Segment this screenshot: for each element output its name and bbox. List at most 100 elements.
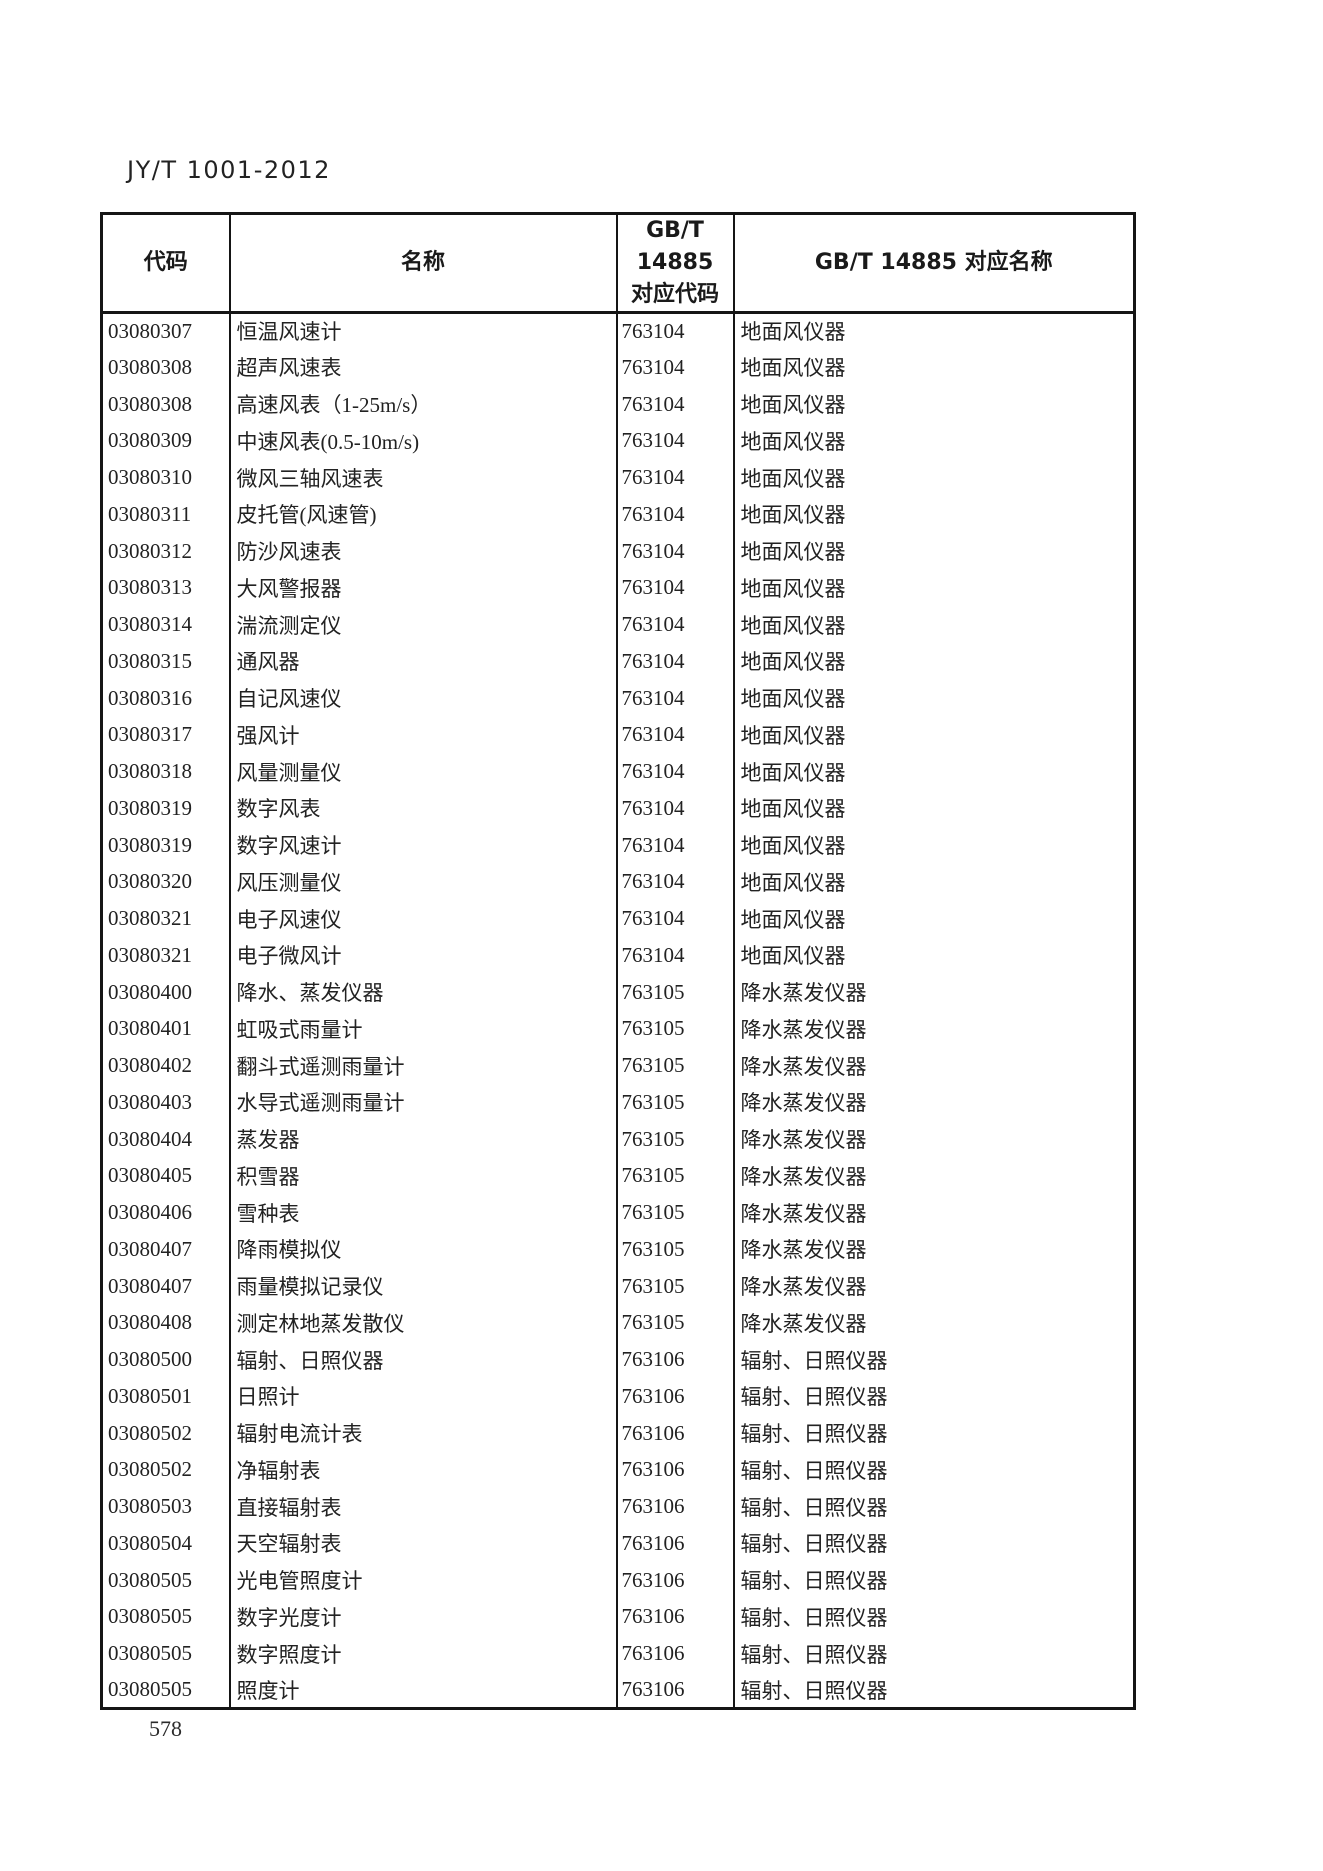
item-code-cell: 03080319 — [100, 789, 231, 827]
header-name: 名称 — [228, 213, 618, 314]
table-row: 03080321 电子风速仪 763104 地面风仪器 — [100, 900, 1136, 937]
item-name-cell: 天空辐射表 — [228, 1524, 618, 1562]
gb-name-cell: 地面风仪器 — [732, 532, 1136, 570]
item-name-cell: 强风计 — [228, 716, 618, 754]
header-gb-code-line2: 对应代码 — [630, 281, 719, 307]
item-name-cell: 湍流测定仪 — [228, 606, 618, 643]
table-row: 03080505 照度计 763106 辐射、日照仪器 — [100, 1671, 1136, 1709]
gb-code-cell: 763104 — [615, 495, 735, 533]
gb-name-cell: 降水蒸发仪器 — [732, 1010, 1136, 1048]
gb-name-cell: 地面风仪器 — [732, 312, 1136, 349]
item-name-cell: 数字光度计 — [228, 1598, 618, 1636]
gb-code-cell: 763104 — [615, 642, 735, 680]
gb-name-cell: 地面风仪器 — [732, 753, 1136, 790]
item-name-cell: 雨量模拟记录仪 — [228, 1267, 618, 1305]
table-row: 03080317 强风计 763104 地面风仪器 — [100, 716, 1136, 754]
table-row: 03080307 恒温风速计 763104 地面风仪器 — [100, 312, 1136, 349]
table-row: 03080310 微风三轴风速表 763104 地面风仪器 — [100, 459, 1136, 496]
item-name-cell: 积雪器 — [228, 1157, 618, 1195]
gb-name-cell: 地面风仪器 — [732, 826, 1136, 864]
item-name-cell: 辐射电流计表 — [228, 1414, 618, 1452]
item-code-cell: 03080316 — [100, 679, 231, 717]
item-code-cell: 03080500 — [100, 1341, 231, 1378]
item-name-cell: 风量测量仪 — [228, 753, 618, 790]
item-code-cell: 03080407 — [100, 1267, 231, 1305]
header-code: 代码 — [100, 213, 231, 314]
item-name-cell: 防沙风速表 — [228, 532, 618, 570]
item-name-cell: 降水、蒸发仪器 — [228, 973, 618, 1011]
item-code-cell: 03080320 — [100, 863, 231, 901]
gb-name-cell: 降水蒸发仪器 — [732, 1120, 1136, 1158]
item-code-cell: 03080402 — [100, 1047, 231, 1084]
table-row: 03080400 降水、蒸发仪器 763105 降水蒸发仪器 — [100, 973, 1136, 1011]
item-code-cell: 03080502 — [100, 1414, 231, 1452]
gb-name-cell: 地面风仪器 — [732, 863, 1136, 901]
gb-name-cell: 地面风仪器 — [732, 459, 1136, 496]
item-code-cell: 03080314 — [100, 606, 231, 643]
table-row: 03080321 电子微风计 763104 地面风仪器 — [100, 936, 1136, 974]
table-row: 03080502 净辐射表 763106 辐射、日照仪器 — [100, 1451, 1136, 1489]
item-code-cell: 03080313 — [100, 569, 231, 607]
gb-name-cell: 地面风仪器 — [732, 606, 1136, 643]
item-name-cell: 风压测量仪 — [228, 863, 618, 901]
item-name-cell: 雪种表 — [228, 1194, 618, 1231]
gb-code-cell: 763104 — [615, 753, 735, 790]
item-name-cell: 直接辐射表 — [228, 1488, 618, 1525]
gb-name-cell: 地面风仪器 — [732, 936, 1136, 974]
table-row: 03080315 通风器 763104 地面风仪器 — [100, 642, 1136, 680]
table-row: 03080319 数字风速计 763104 地面风仪器 — [100, 826, 1136, 864]
gb-name-cell: 降水蒸发仪器 — [732, 1230, 1136, 1268]
table-row: 03080505 数字照度计 763106 辐射、日照仪器 — [100, 1635, 1136, 1672]
gb-code-cell: 763106 — [615, 1524, 735, 1562]
gb-code-cell: 763105 — [615, 1194, 735, 1231]
gb-code-cell: 763104 — [615, 679, 735, 717]
page-number: 578 — [149, 1716, 182, 1741]
item-code-cell: 03080318 — [100, 753, 231, 790]
gb-code-cell: 763105 — [615, 1267, 735, 1305]
item-code-cell: 03080503 — [100, 1488, 231, 1525]
gb-code-cell: 763105 — [615, 1010, 735, 1048]
gb-name-cell: 辐射、日照仪器 — [732, 1377, 1136, 1415]
item-name-cell: 超声风速表 — [228, 348, 618, 386]
table-row: 03080318 风量测量仪 763104 地面风仪器 — [100, 753, 1136, 790]
item-code-cell: 03080401 — [100, 1010, 231, 1048]
gb-code-cell: 763106 — [615, 1341, 735, 1378]
gb-name-cell: 降水蒸发仪器 — [732, 1083, 1136, 1121]
item-name-cell: 照度计 — [228, 1671, 618, 1709]
gb-code-cell: 763105 — [615, 1304, 735, 1342]
item-code-cell: 03080405 — [100, 1157, 231, 1195]
item-name-cell: 数字风表 — [228, 789, 618, 827]
header-gb-code: GB/T 14885 对应代码 — [615, 213, 735, 314]
item-name-cell: 数字风速计 — [228, 826, 618, 864]
table-row: 03080500 辐射、日照仪器 763106 辐射、日照仪器 — [100, 1341, 1136, 1378]
gb-code-cell: 763104 — [615, 863, 735, 901]
table-row: 03080320 风压测量仪 763104 地面风仪器 — [100, 863, 1136, 901]
table-row: 03080407 降雨模拟仪 763105 降水蒸发仪器 — [100, 1230, 1136, 1268]
gb-name-cell: 辐射、日照仪器 — [732, 1341, 1136, 1378]
item-code-cell: 03080502 — [100, 1451, 231, 1489]
header-gb-code-line1: GB/T 14885 — [636, 218, 714, 275]
table-row: 03080309 中速风表(0.5-10m/s) 763104 地面风仪器 — [100, 422, 1136, 460]
item-name-cell: 日照计 — [228, 1377, 618, 1415]
gb-code-cell: 763105 — [615, 973, 735, 1011]
item-name-cell: 翻斗式遥测雨量计 — [228, 1047, 618, 1084]
item-code-cell: 03080403 — [100, 1083, 231, 1121]
gb-code-cell: 763105 — [615, 1230, 735, 1268]
table-row: 03080311 皮托管(风速管) 763104 地面风仪器 — [100, 495, 1136, 533]
item-name-cell: 大风警报器 — [228, 569, 618, 607]
item-code-cell: 03080311 — [100, 495, 231, 533]
item-code-cell: 03080408 — [100, 1304, 231, 1342]
table-row: 03080504 天空辐射表 763106 辐射、日照仪器 — [100, 1524, 1136, 1562]
gb-code-cell: 763104 — [615, 936, 735, 974]
item-name-cell: 电子风速仪 — [228, 900, 618, 937]
table-header: 代码 名称 GB/T 14885 对应代码 GB/T 14885 对应名称 — [100, 213, 1136, 314]
item-code-cell: 03080308 — [100, 385, 231, 423]
table-row: 03080501 日照计 763106 辐射、日照仪器 — [100, 1377, 1136, 1415]
gb-name-cell: 地面风仪器 — [732, 348, 1136, 386]
table-row: 03080319 数字风表 763104 地面风仪器 — [100, 789, 1136, 827]
table-row: 03080404 蒸发器 763105 降水蒸发仪器 — [100, 1120, 1136, 1158]
table-row: 03080503 直接辐射表 763106 辐射、日照仪器 — [100, 1488, 1136, 1525]
gb-code-cell: 763105 — [615, 1083, 735, 1121]
table-row: 03080505 光电管照度计 763106 辐射、日照仪器 — [100, 1561, 1136, 1599]
item-code-cell: 03080315 — [100, 642, 231, 680]
